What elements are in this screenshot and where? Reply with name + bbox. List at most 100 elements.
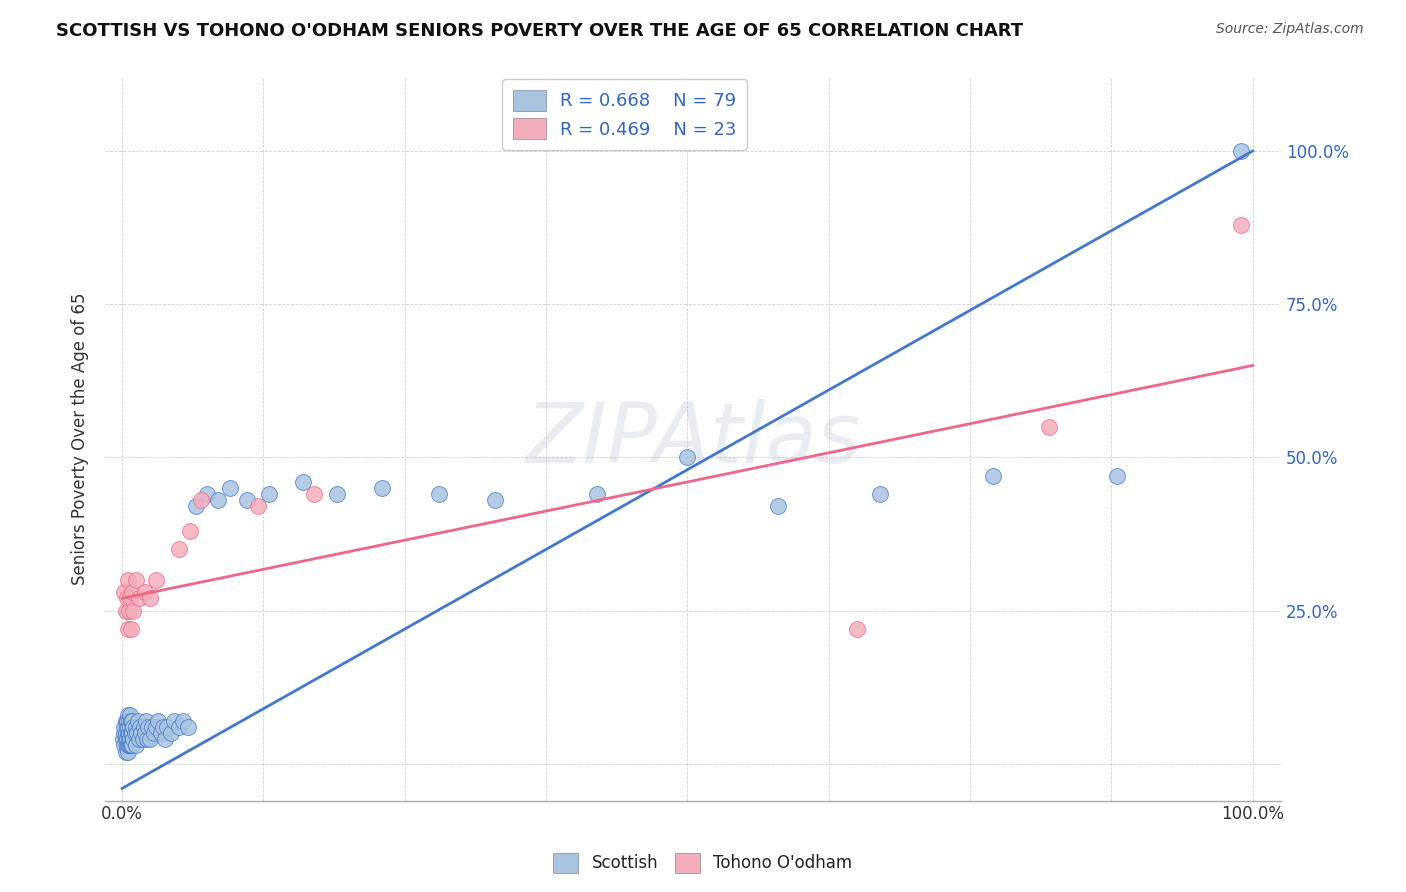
Point [163, 714, 186, 728]
Point [118, 714, 141, 728]
Point [117, 739, 139, 753]
Point [122, 720, 145, 734]
Point [141, 720, 163, 734]
Point [218, 481, 240, 495]
Point [139, 732, 162, 747]
Point [184, 500, 207, 514]
Point [115, 714, 138, 728]
Point [371, 481, 394, 495]
Point [114, 732, 136, 747]
Point [120, 622, 142, 636]
Text: Source: ZipAtlas.com: Source: ZipAtlas.com [1216, 22, 1364, 37]
Point [134, 726, 156, 740]
Point [1230, 218, 1253, 232]
Point [117, 707, 139, 722]
Point [118, 726, 141, 740]
Point [129, 720, 152, 734]
Point [127, 714, 149, 728]
Point [124, 726, 146, 740]
Point [149, 726, 172, 740]
Point [145, 720, 167, 734]
Point [159, 726, 181, 740]
Point [179, 524, 201, 538]
Point [292, 475, 315, 489]
Point [120, 739, 142, 753]
Point [120, 720, 142, 734]
Point [122, 604, 145, 618]
Point [142, 726, 165, 740]
Point [112, 732, 135, 747]
Point [120, 732, 142, 747]
Point [131, 732, 153, 747]
Point [586, 487, 609, 501]
Point [484, 493, 506, 508]
Point [117, 726, 139, 740]
Y-axis label: Seniors Poverty Over the Age of 65: Seniors Poverty Over the Age of 65 [72, 293, 89, 585]
Point [120, 739, 142, 753]
Point [207, 493, 229, 508]
Point [676, 450, 699, 465]
Point [120, 591, 142, 606]
Point [125, 739, 148, 753]
Point [869, 487, 891, 501]
Point [125, 720, 148, 734]
Point [120, 707, 142, 722]
Point [246, 500, 269, 514]
Point [118, 604, 141, 618]
Point [114, 714, 136, 728]
Point [136, 732, 159, 747]
Point [118, 739, 141, 753]
Point [115, 732, 138, 747]
Point [120, 714, 142, 728]
Point [117, 573, 139, 587]
Point [153, 732, 176, 747]
Point [118, 732, 141, 747]
Legend: Scottish, Tohono O'odham: Scottish, Tohono O'odham [547, 847, 859, 880]
Point [114, 604, 136, 618]
Point [766, 500, 789, 514]
Point [114, 726, 136, 740]
Point [172, 714, 194, 728]
Point [132, 720, 155, 734]
Point [115, 739, 138, 753]
Point [114, 745, 136, 759]
Point [167, 720, 190, 734]
Point [1038, 419, 1060, 434]
Point [114, 726, 136, 740]
Point [117, 720, 139, 734]
Point [145, 573, 167, 587]
Point [121, 585, 143, 599]
Point [235, 493, 257, 508]
Point [190, 493, 212, 508]
Point [125, 573, 148, 587]
Point [134, 585, 156, 599]
Point [136, 720, 159, 734]
Point [131, 726, 153, 740]
Point [121, 714, 143, 728]
Text: SCOTTISH VS TOHONO O'ODHAM SENIORS POVERTY OVER THE AGE OF 65 CORRELATION CHART: SCOTTISH VS TOHONO O'ODHAM SENIORS POVER… [56, 22, 1024, 40]
Point [120, 726, 142, 740]
Point [156, 720, 179, 734]
Point [304, 487, 326, 501]
Legend: R = 0.668    N = 79, R = 0.469    N = 23: R = 0.668 N = 79, R = 0.469 N = 23 [502, 79, 747, 150]
Point [125, 726, 148, 740]
Point [981, 468, 1004, 483]
Point [152, 720, 174, 734]
Point [427, 487, 450, 501]
Point [135, 714, 157, 728]
Point [117, 622, 139, 636]
Point [114, 585, 136, 599]
Point [121, 726, 143, 740]
Point [257, 487, 280, 501]
Point [128, 591, 150, 606]
Point [117, 745, 139, 759]
Point [167, 542, 190, 557]
Point [1105, 468, 1128, 483]
Point [1230, 144, 1253, 158]
Point [115, 591, 138, 606]
Point [177, 720, 200, 734]
Point [148, 714, 170, 728]
Point [195, 487, 218, 501]
Point [846, 622, 869, 636]
Point [115, 720, 138, 734]
